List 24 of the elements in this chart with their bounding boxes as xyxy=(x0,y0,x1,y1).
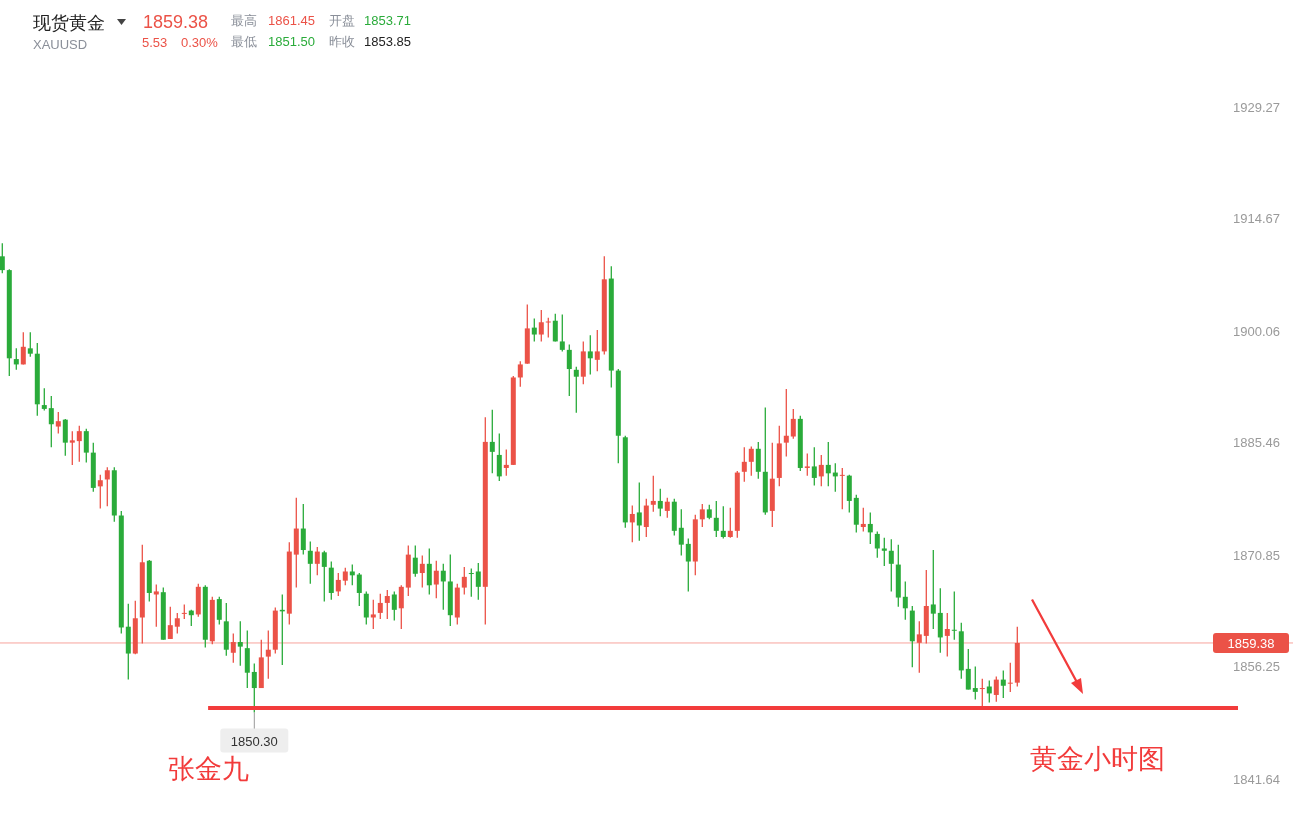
y-tick-label: 1885.46 xyxy=(1233,435,1280,451)
text: 昨收 xyxy=(329,34,355,49)
chart-subtitle: XAUUSD xyxy=(33,37,88,52)
text: 5.53 xyxy=(142,35,168,50)
text: 1853.85 xyxy=(364,34,411,49)
y-tick-label: 1870.85 xyxy=(1233,547,1280,563)
text: 1851.50 xyxy=(268,34,315,49)
text: 1861.45 xyxy=(268,13,315,28)
ref-line-label: 1859.38 xyxy=(1227,635,1275,651)
text: 1859.38 xyxy=(143,12,209,32)
annotation: 张金九 xyxy=(168,754,249,784)
annotation: 1850.30 xyxy=(230,733,278,749)
chart-title: 现货黄金 xyxy=(33,13,105,33)
y-tick-label: 1929.27 xyxy=(1233,99,1280,115)
annotation: 黄金小时图 xyxy=(1030,744,1165,774)
y-tick-label: 1914.67 xyxy=(1233,211,1280,227)
text: 最高 xyxy=(231,13,257,28)
y-tick-label: 1841.64 xyxy=(1233,771,1280,787)
text: 0.30% xyxy=(181,35,219,50)
y-tick-label: 1900.06 xyxy=(1233,323,1280,339)
text: 1853.71 xyxy=(364,13,411,28)
text: 最低 xyxy=(231,34,257,49)
text: 开盘 xyxy=(329,13,355,28)
y-tick-label: 1856.25 xyxy=(1233,659,1280,675)
